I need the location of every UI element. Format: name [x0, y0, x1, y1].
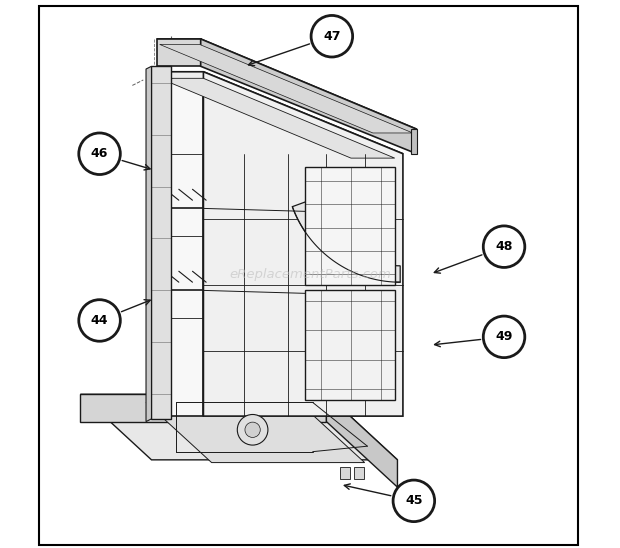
- Polygon shape: [326, 394, 397, 487]
- Text: 44: 44: [91, 314, 108, 327]
- Text: 48: 48: [495, 240, 513, 253]
- Polygon shape: [146, 402, 365, 463]
- Polygon shape: [81, 394, 326, 421]
- Text: 49: 49: [495, 330, 513, 344]
- Bar: [354, 467, 363, 479]
- Text: eReplacementParts.com: eReplacementParts.com: [229, 267, 391, 281]
- Text: 46: 46: [91, 147, 108, 160]
- Polygon shape: [203, 72, 403, 416]
- Circle shape: [237, 414, 268, 445]
- Circle shape: [79, 133, 120, 174]
- Circle shape: [483, 226, 525, 267]
- Circle shape: [79, 300, 120, 341]
- Polygon shape: [157, 39, 417, 129]
- Polygon shape: [304, 167, 395, 285]
- Circle shape: [311, 15, 353, 57]
- Polygon shape: [154, 72, 203, 416]
- Circle shape: [245, 422, 260, 437]
- Polygon shape: [146, 66, 151, 421]
- Polygon shape: [151, 66, 171, 419]
- Polygon shape: [157, 39, 201, 66]
- Bar: [340, 467, 350, 479]
- Polygon shape: [304, 290, 395, 399]
- Polygon shape: [292, 201, 400, 282]
- Polygon shape: [160, 44, 413, 133]
- Polygon shape: [81, 394, 397, 460]
- Text: 47: 47: [323, 30, 340, 43]
- Circle shape: [393, 480, 435, 522]
- Polygon shape: [160, 78, 395, 158]
- Polygon shape: [201, 39, 417, 154]
- Polygon shape: [209, 80, 397, 413]
- Circle shape: [483, 316, 525, 358]
- Polygon shape: [411, 129, 417, 154]
- Polygon shape: [154, 72, 403, 154]
- Text: 45: 45: [405, 494, 423, 507]
